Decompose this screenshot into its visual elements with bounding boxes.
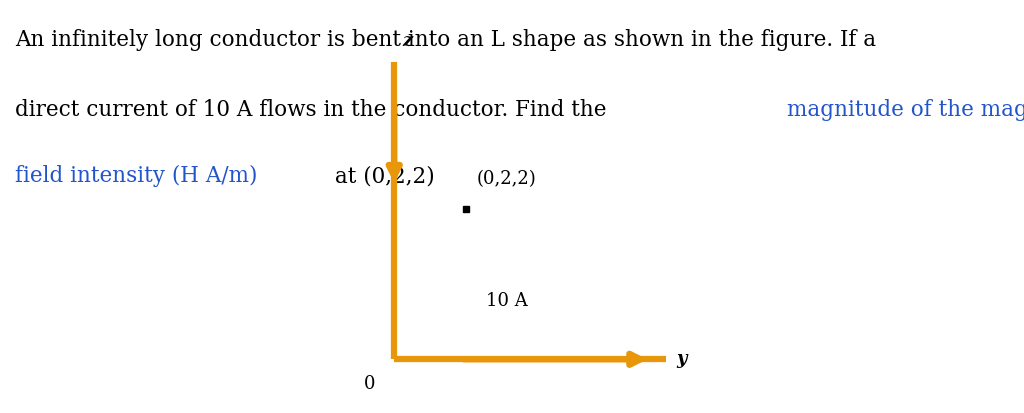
Text: field intensity (H A/m): field intensity (H A/m) xyxy=(15,165,258,187)
Text: 10 A: 10 A xyxy=(486,292,528,311)
Text: An infinitely long conductor is bent into an L shape as shown in the figure. If : An infinitely long conductor is bent int… xyxy=(15,29,877,51)
Text: y: y xyxy=(676,350,686,368)
Text: 0: 0 xyxy=(364,375,375,393)
Text: z: z xyxy=(402,31,413,50)
Text: (0,2,2): (0,2,2) xyxy=(476,170,536,188)
Text: direct current of 10 A flows in the conductor. Find the: direct current of 10 A flows in the cond… xyxy=(15,99,613,121)
Text: at (0,2,2): at (0,2,2) xyxy=(329,165,435,187)
Text: magnitude of the magnetic: magnitude of the magnetic xyxy=(787,99,1024,121)
